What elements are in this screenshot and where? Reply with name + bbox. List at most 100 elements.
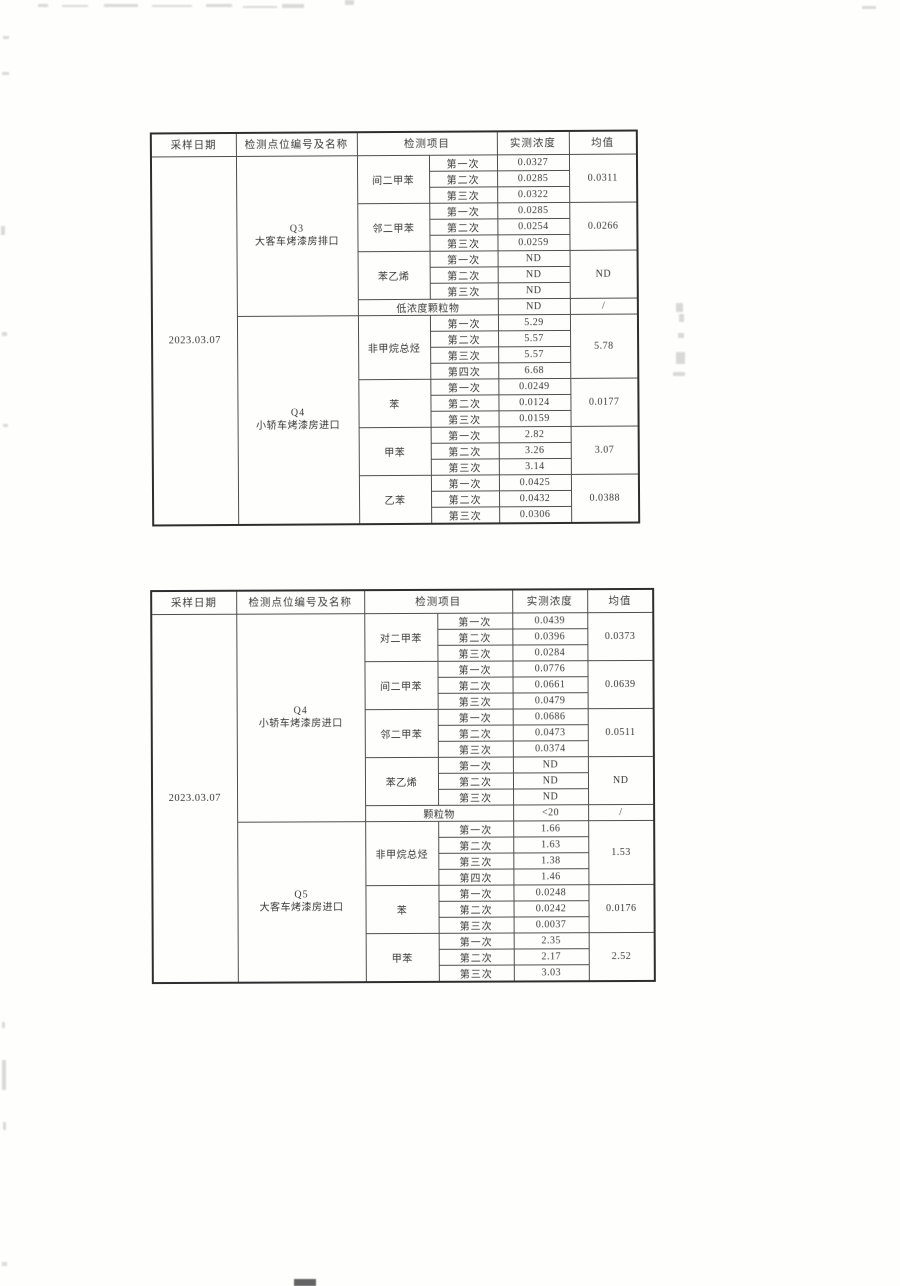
mean-cell: 0.0176 [588, 883, 655, 933]
value-cell: 0.0432 [498, 489, 572, 507]
run-label-cell: 第一次 [430, 378, 499, 395]
value-cell: 1.38 [513, 852, 589, 869]
table-2-body: 2023.03.07 Q4 小轿车烤漆房进口 对二甲苯 第一次 0.0439 0.0373 第… [151, 611, 655, 983]
run-label-cell: 第三次 [430, 410, 499, 427]
run-label-cell: 第一次 [438, 884, 514, 901]
value-cell: 0.0242 [513, 900, 589, 917]
run-label-cell: 第一次 [437, 612, 513, 629]
run-label-cell: 第二次 [437, 628, 513, 645]
point-code: Q5 [294, 888, 309, 900]
scan-artifact [673, 372, 685, 376]
value-cell: 1.63 [513, 836, 589, 853]
run-label-cell: 第一次 [437, 756, 513, 773]
run-label-cell: 第一次 [437, 660, 513, 677]
run-label-cell: 第二次 [437, 772, 514, 789]
item-cell: 邻二甲苯 [357, 202, 430, 252]
header-cell: 检测项目 [364, 589, 513, 614]
scan-artifact [3, 1122, 6, 1130]
value-cell: 0.0661 [512, 676, 588, 693]
scan-artifact [2, 72, 9, 75]
monitoring-point-cell: Q5 大客车烤漆房进口 [237, 821, 366, 983]
sample-date-cell: 2023.03.07 [151, 613, 238, 983]
table-1-header: 采样日期 检测点位编号及名称 检测项目 实测浓度 均值 [150, 130, 637, 157]
mean-cell: ND [587, 755, 655, 805]
value-cell: 0.0425 [498, 473, 571, 491]
value-cell: 0.0159 [498, 409, 571, 427]
value-cell: 0.0037 [513, 916, 589, 933]
value-cell: ND [497, 249, 570, 267]
value-cell: ND [497, 297, 570, 315]
monitoring-table-2: 采样日期 检测点位编号及名称 检测项目 实测浓度 均值 2023.03.07 Q4 小轿车烤… [150, 587, 656, 984]
mean-cell: 2.52 [588, 931, 655, 981]
item-cell: 间二甲苯 [364, 660, 438, 710]
run-label-cell: 第三次 [429, 282, 498, 299]
header-cell: 实测浓度 [512, 589, 588, 613]
run-label-cell: 第三次 [437, 692, 513, 709]
scan-artifact-bottom-mark [294, 1279, 316, 1286]
run-label-cell: 第二次 [438, 948, 514, 965]
item-cell: 非甲烷总烃 [357, 314, 431, 380]
scan-artifact [862, 6, 876, 9]
value-cell: 2.82 [498, 425, 571, 443]
mean-cell: 3.07 [570, 425, 639, 474]
item-cell: 苯乙烯 [357, 250, 430, 300]
header-cell: 检测项目 [356, 131, 497, 156]
run-label-cell: 第三次 [438, 788, 514, 805]
scan-artifact [62, 5, 88, 7]
item-cell: 乙苯 [358, 474, 432, 524]
run-label-cell: 第一次 [429, 202, 498, 219]
scan-artifact [152, 5, 192, 7]
value-cell: 0.0479 [512, 692, 588, 709]
run-label-cell: 第三次 [429, 186, 498, 203]
point-name: 大客车烤漆房排口 [254, 236, 340, 248]
run-label-cell: 第一次 [438, 820, 514, 837]
value-cell: 5.57 [498, 329, 571, 347]
scan-artifact [676, 352, 685, 364]
mean-cell: 0.0388 [570, 473, 640, 523]
run-label-cell: 第二次 [429, 218, 498, 235]
value-cell: 0.0473 [512, 724, 588, 741]
value-cell: 0.0254 [497, 217, 570, 235]
header-cell: 实测浓度 [496, 130, 569, 155]
value-cell: 1.66 [513, 820, 589, 837]
table-1-body: 2023.03.07 Q3 大客车烤漆房排口 间二甲苯 第一次 0.0327 0.0311 第… [150, 153, 640, 525]
value-cell: 3.26 [498, 441, 571, 459]
scan-artifact [676, 303, 683, 312]
item-cell: 甲苯 [365, 932, 439, 982]
mean-cell: ND [569, 249, 638, 298]
value-cell: ND [497, 265, 570, 283]
value-cell: 5.29 [497, 313, 571, 331]
run-label-cell: 第四次 [430, 362, 499, 379]
value-cell: 3.14 [498, 457, 571, 475]
run-label-cell: 第二次 [429, 170, 498, 187]
value-cell: <20 [513, 804, 589, 821]
run-label-cell: 第三次 [431, 506, 500, 524]
value-cell: 2.17 [513, 948, 589, 965]
item-cell: 低浓度颗粒物 [357, 298, 498, 316]
header-cell: 均值 [568, 130, 637, 154]
run-label-cell: 第二次 [438, 900, 514, 917]
run-label-cell: 第二次 [430, 442, 499, 459]
value-cell: 0.0285 [497, 201, 570, 219]
scan-artifact [206, 4, 232, 7]
item-cell: 对二甲苯 [364, 612, 438, 662]
scan-artifact [3, 36, 9, 39]
item-cell: 苯乙烯 [364, 756, 439, 806]
run-label-cell: 第一次 [429, 250, 498, 267]
value-cell: 3.03 [513, 964, 589, 982]
item-cell: 颗粒物 [365, 804, 514, 822]
point-name: 小轿车烤漆房进口 [258, 718, 343, 730]
monitoring-point-cell: Q3 大客车烤漆房排口 [235, 155, 358, 316]
value-cell: 0.0248 [513, 884, 589, 901]
run-label-cell: 第一次 [438, 932, 514, 949]
run-label-cell: 第三次 [430, 458, 499, 475]
point-name: 大客车烤漆房进口 [259, 902, 344, 914]
mean-cell: 0.0311 [568, 153, 638, 202]
value-cell: ND [512, 772, 589, 789]
run-label-cell: 第一次 [430, 474, 499, 491]
value-cell: 0.0327 [496, 153, 570, 171]
monitoring-point-cell: Q4 小轿车烤漆房进口 [236, 315, 360, 525]
scan-artifact [2, 1060, 6, 1090]
scan-artifact [243, 6, 277, 8]
